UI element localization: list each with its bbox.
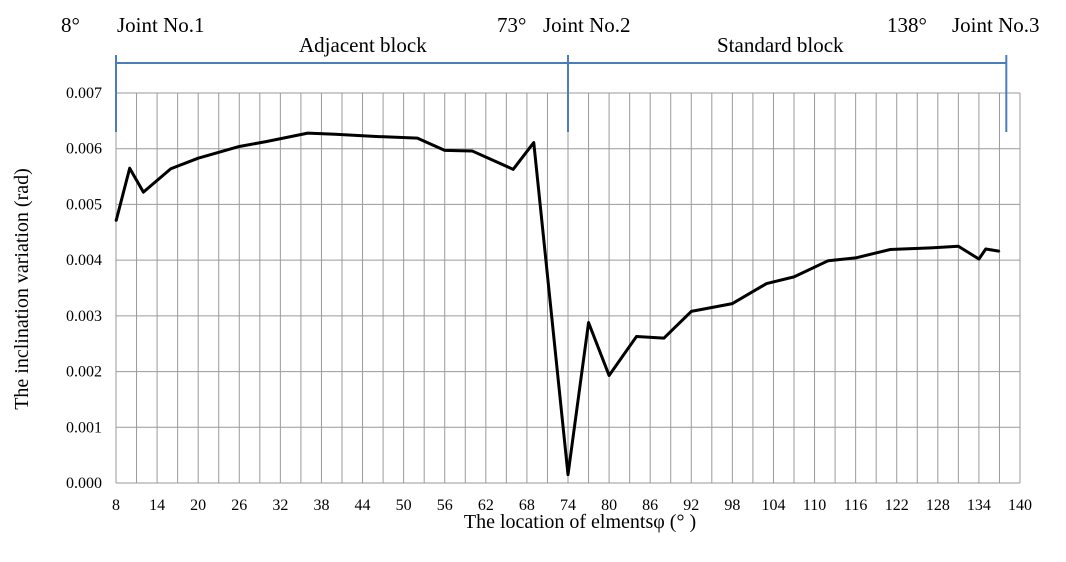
y-tick-label: 0.004 (66, 252, 102, 269)
x-tick-label: 104 (761, 497, 785, 514)
x-tick-label: 116 (844, 497, 867, 514)
data-point (957, 245, 960, 248)
data-point (765, 282, 768, 285)
x-tick-label: 80 (601, 497, 617, 514)
annotation-adjacent-block: Adjacent block (299, 33, 427, 57)
x-tick-label: 98 (724, 497, 740, 514)
annotation-deg138: 138° (887, 13, 927, 37)
data-point (416, 137, 419, 139)
y-tick-label: 0.005 (66, 196, 102, 213)
data-point (443, 149, 446, 152)
data-point (690, 310, 693, 313)
x-tick-label: 20 (190, 497, 206, 514)
x-tick-label: 62 (478, 497, 494, 514)
series-layer (114, 131, 1001, 477)
x-tick-label: 38 (313, 497, 329, 514)
data-point (731, 302, 734, 305)
data-point (128, 167, 131, 170)
data-point (567, 473, 569, 476)
data-point (889, 248, 891, 251)
x-tick-label: 8 (112, 497, 120, 514)
annotation-joint3: Joint No.3 (952, 13, 1040, 37)
x-tick-label: 110 (803, 497, 826, 514)
data-point (169, 167, 172, 170)
data-point (608, 374, 610, 377)
data-point (827, 259, 830, 262)
data-point (306, 132, 309, 134)
x-tick-label: 86 (642, 497, 658, 514)
data-point (375, 135, 378, 138)
grid (115, 92, 1021, 484)
data-point (532, 141, 535, 144)
x-tick-label: 92 (683, 497, 699, 514)
data-point (197, 157, 199, 159)
y-axis-title: The inclination variation (rad) (11, 168, 33, 410)
x-tick-label: 128 (926, 497, 950, 514)
x-tick-label: 44 (355, 497, 371, 514)
x-tick-label: 50 (396, 497, 412, 514)
data-point (115, 220, 117, 222)
x-axis-title: The location of elmentsφ (° ) (464, 511, 696, 533)
x-tick-label: 14 (149, 497, 165, 514)
y-tick-label: 0.006 (66, 141, 102, 158)
y-tick-label: 0.003 (66, 308, 102, 325)
data-point (930, 247, 932, 249)
series-line (114, 131, 1000, 477)
x-tick-label: 56 (437, 497, 453, 514)
data-point (998, 250, 1001, 253)
data-point (334, 133, 336, 136)
annotation-standard-block: Standard block (717, 33, 844, 57)
data-point (587, 321, 590, 324)
tick-labels: 0.000 0.001 0.002 0.003 0.004 0.005 0.006 0.007… (66, 85, 1032, 514)
x-tick-label: 140 (1008, 497, 1032, 514)
x-tick-label: 68 (519, 497, 535, 514)
y-tick-label: 0.000 (66, 475, 102, 492)
data-point (978, 258, 980, 260)
annotation-deg73: 73° (497, 13, 526, 37)
y-tick-label: 0.002 (66, 364, 102, 381)
data-point (471, 150, 473, 152)
x-tick-label: 32 (272, 497, 288, 514)
x-tick-label: 26 (231, 497, 247, 514)
data-point (635, 335, 638, 338)
annotation-joint2: Joint No.2 (543, 13, 631, 37)
y-tick-label: 0.007 (66, 85, 102, 102)
data-point (142, 191, 145, 193)
data-point (984, 248, 987, 250)
y-tick-label: 0.001 (66, 419, 102, 436)
annotations: 8° Joint No.1 Adjacent block 73° Joint N… (61, 13, 1040, 132)
annotation-deg8: 8° (61, 13, 80, 37)
data-point (854, 257, 857, 259)
annotation-joint1: Joint No.1 (117, 13, 205, 37)
data-point (663, 337, 665, 339)
x-tick-label: 74 (560, 497, 576, 514)
data-point (793, 276, 795, 278)
x-tick-label: 134 (967, 497, 991, 514)
data-point (238, 145, 241, 148)
data-point (265, 140, 268, 143)
x-tick-label: 122 (885, 497, 909, 514)
data-point (512, 168, 515, 171)
